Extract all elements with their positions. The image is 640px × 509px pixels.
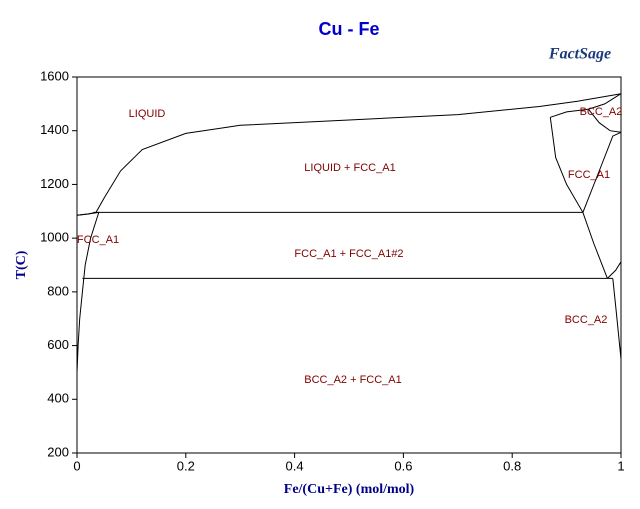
chart-title: Cu - Fe [319,19,380,39]
phase-label: BCC_A2 [565,314,608,326]
y-tick-label: 200 [47,444,69,459]
phase-label: FCC_A1 + FCC_A1#2 [294,248,403,260]
phase-boundary [582,131,622,213]
y-tick-label: 400 [47,391,69,406]
y-axis-label: T(C) [14,250,29,279]
phase-boundary [612,278,622,360]
y-tick-label: 1600 [40,68,69,83]
y-tick-label: 1200 [40,176,69,191]
x-tick-label: 0.8 [503,458,521,473]
logo: FactSage [548,46,611,63]
x-tick-label: 0.2 [177,458,195,473]
x-tick-label: 0.4 [286,458,304,473]
x-tick-label: 1 [617,458,624,473]
phase-boundary [607,261,622,279]
phase-boundary [76,211,99,216]
y-tick-label: 800 [47,283,69,298]
x-tick-label: 0.6 [394,458,412,473]
plot-frame [76,76,622,454]
x-axis-label: Fe/(Cu+Fe) (mol/mol) [284,482,415,497]
phase-label: LIQUID + FCC_A1 [304,162,395,174]
phase-label: LIQUID [129,108,166,120]
y-tick-label: 600 [47,337,69,352]
phase-label: BCC_A2 + FCC_A1 [304,374,402,386]
phase-boundary [588,108,622,133]
phase-label: FCC_A1 [77,234,119,246]
y-tick-label: 1400 [40,122,69,137]
phase-label: BCC_A2 [580,106,623,118]
phase-boundary [549,117,608,279]
phase-label: FCC_A1 [568,169,610,181]
x-tick-label: 0 [73,458,80,473]
phase-boundary [76,212,100,373]
y-tick-label: 1000 [40,230,69,245]
